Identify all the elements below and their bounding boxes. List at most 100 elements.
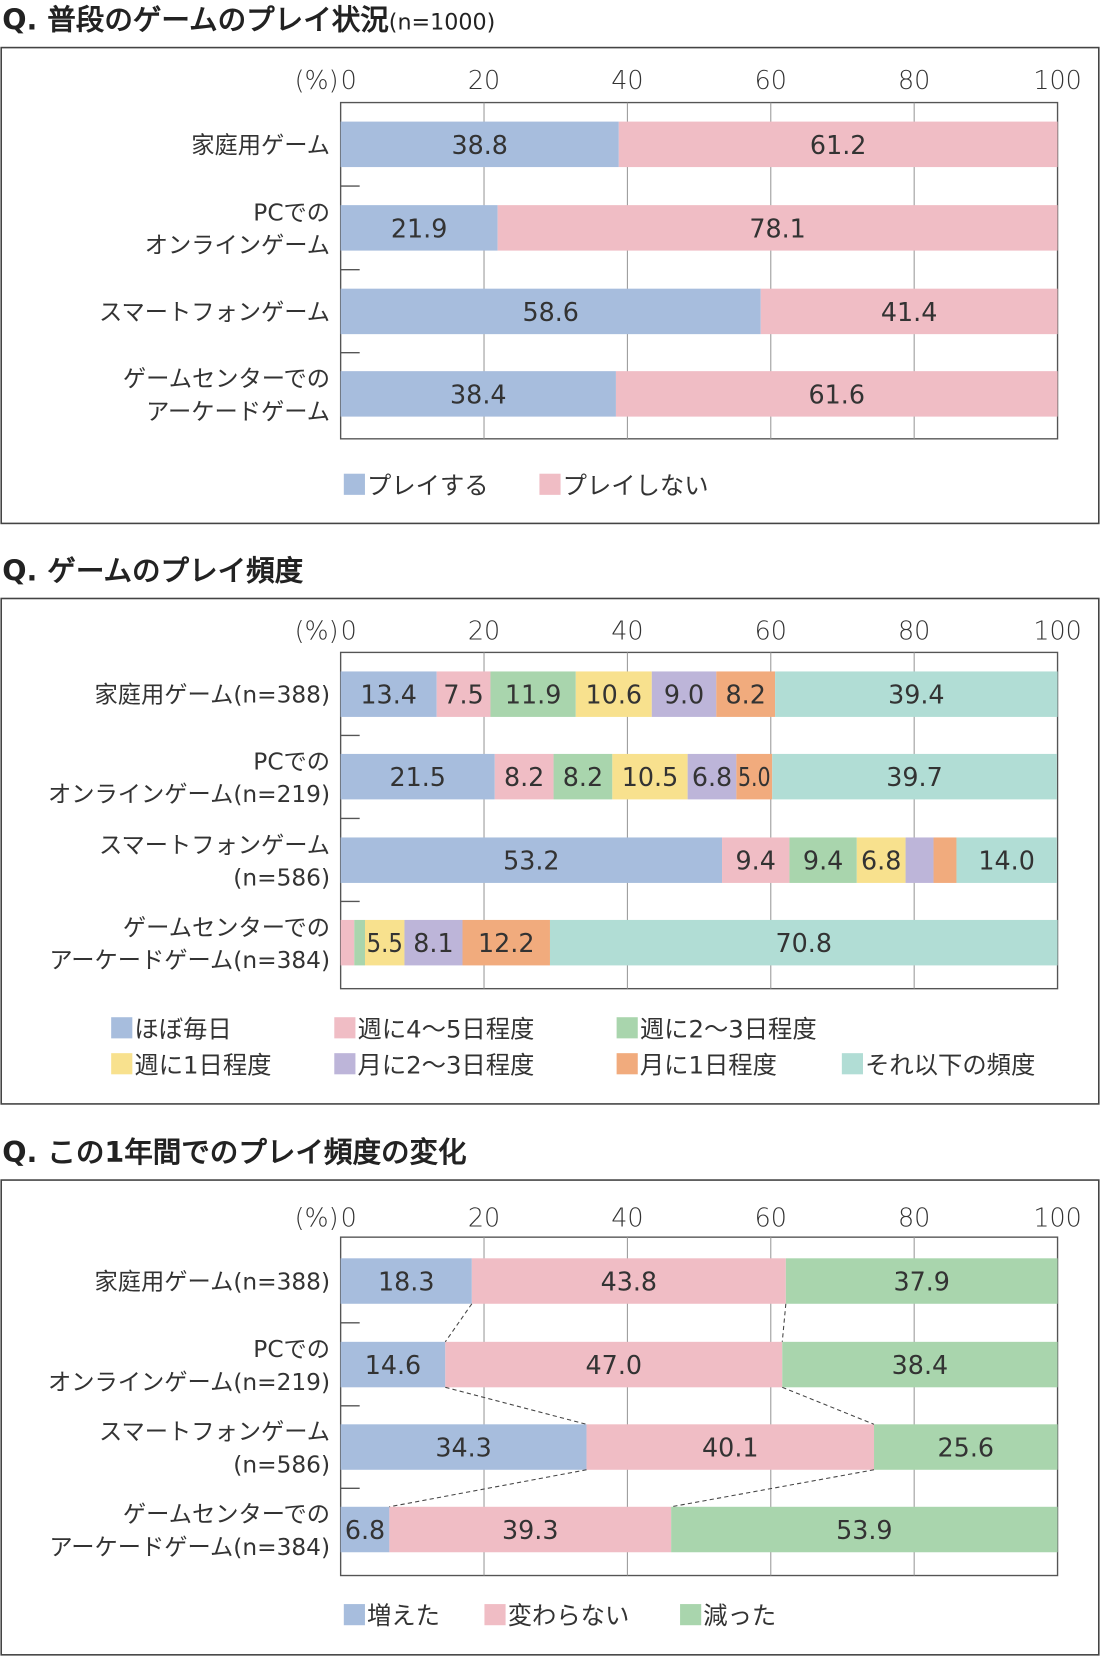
data-label: 13.4 [360,680,416,710]
legend-swatch [343,1604,365,1626]
chart-frame [0,1179,1100,1656]
connector-line [389,1469,587,1508]
bar-segment [494,753,554,800]
category-label: PCでのオンラインゲーム(n=219) [48,1336,330,1396]
bar-segment [736,753,773,800]
bar-segment [956,837,1057,883]
x-tick-label: 20 [468,616,500,646]
data-label: 53.2 [503,846,559,876]
bar-segment [462,919,550,966]
chart-3: 0 20 40 60 80 100 (%) 家庭用ゲーム(n=388) 18.3 43.8 37.9… [0,1179,1100,1656]
data-label: 39.4 [888,680,944,710]
data-label: 37.9 [893,1267,949,1297]
chart-2: 0 20 40 60 80 100 (%) 家庭用ゲーム(n=388) 13.4 7.5 11.9 1… [0,597,1100,1105]
legend-label: 増えた [367,1601,440,1630]
x-tick-label: 0 [341,1203,357,1233]
bar-segment [553,753,613,800]
legend-label: 減った [703,1601,776,1630]
x-tick-label: 0 [341,65,357,95]
x-tick-label: 60 [755,65,787,95]
bar-segment [340,1424,587,1470]
category-label: スマートフォンゲーム(n=586) [99,832,330,892]
unit-label: (%) [295,65,339,95]
bar-segment [933,837,957,883]
legend-swatch [334,1017,356,1039]
chart-1: 0 20 40 60 80 100 (%) 家庭用ゲーム 38.8 61.2 PCでのオンラインゲー… [0,46,1100,525]
bar-segment [445,1341,783,1388]
x-tick-label: 20 [468,65,500,95]
bar-segment [497,205,1058,251]
legend-swatch [539,473,561,495]
bar-segment [436,671,491,717]
bar-segment [772,753,1057,800]
data-label: 8.2 [726,680,766,710]
x-tick-label: 80 [898,65,930,95]
data-label: 14.6 [365,1350,421,1380]
data-label: 10.5 [622,762,678,792]
legend-swatch [111,1017,133,1039]
data-label: 9.0 [664,680,704,710]
bar-segment [389,1506,672,1553]
legend-swatch [111,1053,133,1075]
bar-segment [340,121,619,168]
category-label: PCでのオンラインゲーム(n=219) [48,748,330,808]
connector-line [445,1386,587,1425]
bar-segment [340,837,723,883]
bar-segment [782,1341,1058,1388]
x-tick-label: 80 [898,616,930,646]
data-label: 7.5 [443,680,483,710]
data-label: 5.5 [367,928,403,958]
bar-segment [404,919,463,966]
category-label: PCでのオンラインゲーム [145,199,330,259]
data-label: 21.5 [389,762,445,792]
x-tick-label: 80 [898,1203,930,1233]
legend-swatch [334,1053,356,1075]
legend-swatch [616,1017,638,1039]
bar-segment [615,371,1058,417]
data-label: 53.9 [836,1515,892,1545]
data-label: 34.3 [435,1433,491,1463]
bar-segment [618,121,1058,168]
category-label: ゲームセンターでのアーケードゲーム(n=384) [49,914,330,974]
bar-segment [789,837,857,883]
connector-line [782,1386,875,1425]
data-label: 47.0 [586,1350,642,1380]
legend-swatch [841,1053,863,1075]
bar-segment [340,919,355,966]
data-label: 11.9 [505,680,561,710]
x-tick-label: 40 [611,1203,643,1233]
legend-label: プレイしない [563,471,709,500]
data-label: 39.3 [502,1515,558,1545]
unit-label: (%) [295,1203,339,1233]
data-label: 78.1 [749,213,805,243]
data-label: 8.2 [563,762,603,792]
bar-segment [340,1506,390,1553]
data-label: 8.2 [504,762,544,792]
data-label: 6.8 [345,1515,385,1545]
bar-segment [775,671,1058,717]
legend-label: それ以下の頻度 [865,1050,1035,1079]
connector-line [671,1469,875,1508]
data-label: 10.6 [586,680,642,710]
category-label: 家庭用ゲーム [191,132,330,159]
legend-swatch [616,1053,638,1075]
x-tick-label: 60 [755,616,787,646]
data-label: 6.8 [692,762,732,792]
legend-label: 変わらない [508,1601,630,1630]
legend-label: 週に1日程度 [134,1050,271,1079]
data-label: 38.4 [892,1350,948,1380]
bar-segment [340,288,761,335]
bar-segment [340,205,498,251]
data-label: 70.8 [776,928,832,958]
data-label: 58.6 [522,297,578,327]
bar-segment [575,671,652,717]
data-label: 18.3 [378,1267,434,1297]
legend-label: 月に2〜3日程度 [358,1050,535,1079]
data-label: 39.7 [886,762,942,792]
bar-segment [354,919,366,966]
category-label: ゲームセンターでのアーケードゲーム [123,365,330,425]
bar-segment [856,837,906,883]
data-label: 5.0 [738,762,771,792]
data-label: 12.2 [478,928,534,958]
